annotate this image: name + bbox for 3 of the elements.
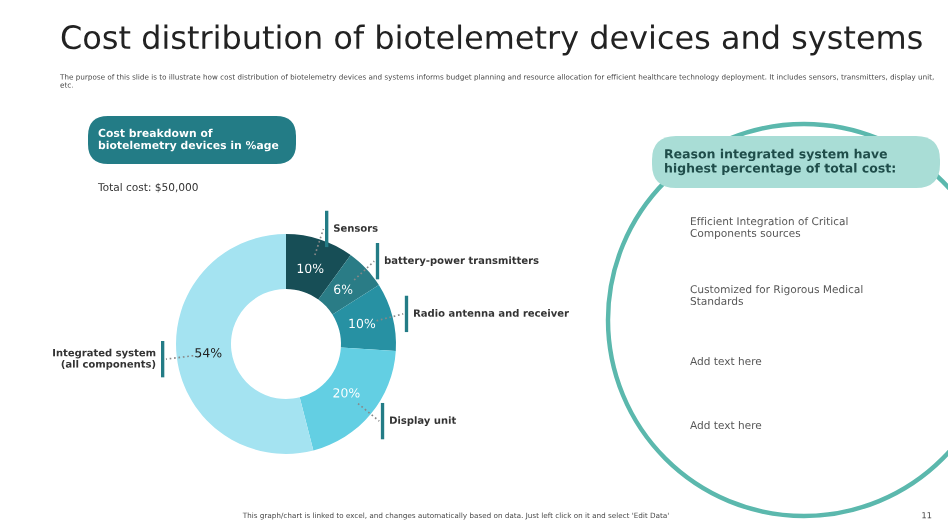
donut-slice xyxy=(332,285,396,351)
chart-title: Cost distribution of biotelemetry devices and systems xyxy=(61,24,922,56)
donut-slice xyxy=(286,234,351,300)
